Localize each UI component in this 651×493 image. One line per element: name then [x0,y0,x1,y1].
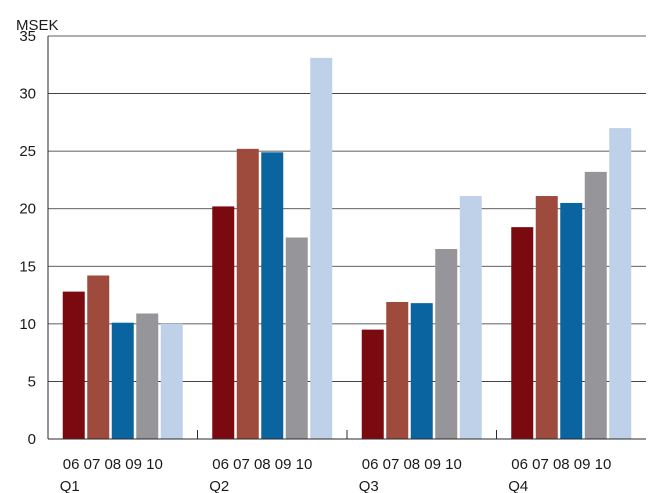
y-tick-label: 15 [19,258,36,275]
bar [310,57,333,440]
y-tick-label: 5 [28,373,36,390]
bar [62,291,85,439]
quarter-label: Q3 [359,478,379,493]
year-tick-labels: 06 07 08 09 10 [362,456,462,473]
y-tick-label: 30 [19,86,36,103]
bar [261,152,284,439]
bar [459,196,482,439]
bar [236,148,259,439]
bar [111,322,134,439]
year-tick-labels: 06 07 08 09 10 [212,456,312,473]
quarter-label: Q1 [60,478,80,493]
bar [410,303,433,439]
y-tick-label: 25 [19,143,36,160]
bar [511,227,534,439]
bar [609,128,632,439]
year-tick-labels: 06 07 08 09 10 [63,456,163,473]
bar [535,196,558,439]
bar [386,301,409,439]
x-axis-labels: 06 07 08 09 10 Q1 06 07 08 09 10 Q2 06 07 08… [60,456,612,493]
bar [560,202,583,439]
bar [435,249,458,439]
bar [136,313,159,439]
bar [212,206,235,439]
bar [584,171,607,439]
y-tick-label: 20 [19,201,36,218]
bar [361,329,384,439]
y-axis-ticks: 0 5 10 15 20 25 30 35 [19,28,36,448]
bars [62,57,632,440]
x-axis [48,430,646,440]
y-tick-label: 35 [19,28,36,45]
year-tick-labels: 06 07 08 09 10 [511,456,611,473]
y-tick-label: 10 [19,316,36,333]
bar [160,323,183,439]
bar [87,275,110,439]
quarter-label: Q4 [508,478,528,493]
quarter-label: Q2 [209,478,229,493]
y-tick-label: 0 [28,431,36,448]
y-axis-label: MSEK [16,17,59,34]
bar [285,237,308,439]
